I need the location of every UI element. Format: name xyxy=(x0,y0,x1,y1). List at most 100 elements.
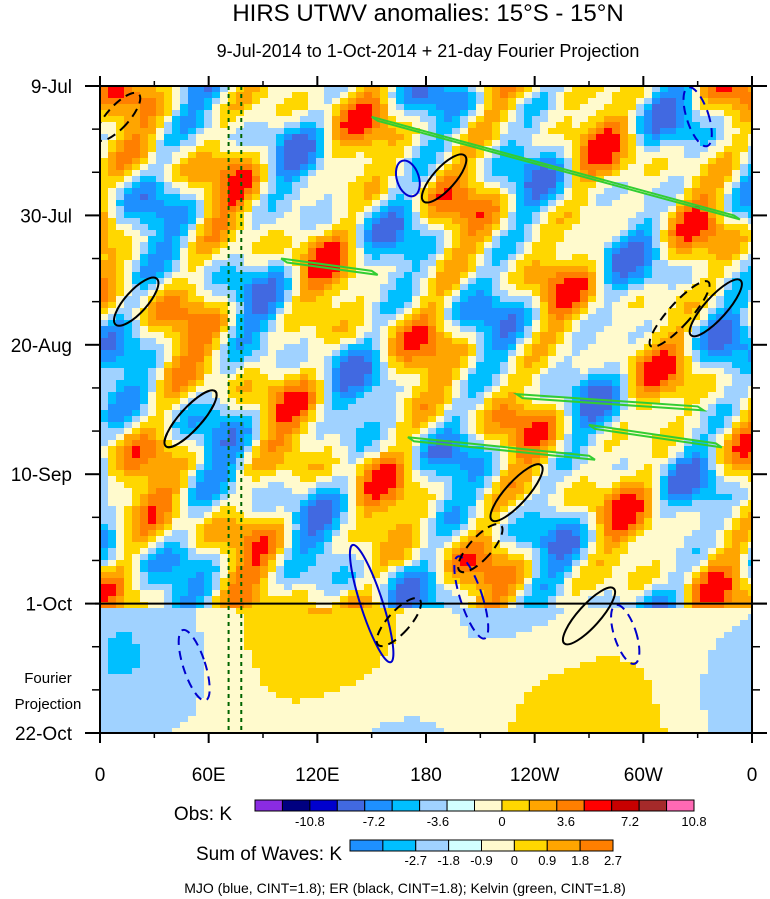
field-cell xyxy=(460,536,468,542)
field-cell xyxy=(228,530,236,536)
field-cell xyxy=(556,230,564,236)
field-cell xyxy=(636,128,644,134)
field-cell xyxy=(532,512,540,518)
field-cell xyxy=(724,356,732,362)
field-cell xyxy=(356,200,364,206)
field-cell xyxy=(476,344,484,350)
field-cell xyxy=(316,272,324,278)
field-cell xyxy=(428,362,436,368)
field-cell xyxy=(140,200,148,206)
field-cell xyxy=(228,512,236,518)
field-cell xyxy=(476,518,484,524)
field-cell xyxy=(668,98,676,104)
field-cell xyxy=(252,152,260,158)
field-cell xyxy=(292,104,300,110)
field-cell xyxy=(172,422,180,428)
field-cell xyxy=(396,362,404,368)
field-cell xyxy=(572,308,580,314)
field-cell xyxy=(252,134,260,140)
field-cell xyxy=(140,350,148,356)
field-cell xyxy=(212,458,220,464)
field-cell xyxy=(180,320,188,326)
field-cell xyxy=(356,380,364,386)
field-cell xyxy=(580,410,588,416)
field-cell xyxy=(420,266,428,272)
field-cell xyxy=(676,296,684,302)
field-cell xyxy=(612,434,620,440)
field-cell xyxy=(724,416,732,422)
field-cell xyxy=(276,188,284,194)
field-cell xyxy=(204,254,212,260)
field-cell xyxy=(428,134,436,140)
field-cell xyxy=(260,164,268,170)
field-cell xyxy=(644,344,652,350)
field-cell xyxy=(452,518,460,524)
field-cell xyxy=(100,218,108,224)
field-cell xyxy=(540,98,548,104)
field-cell xyxy=(404,416,412,422)
field-cell xyxy=(468,326,476,332)
field-cell xyxy=(516,398,524,404)
field-cell xyxy=(564,404,572,410)
field-cell xyxy=(452,236,460,242)
field-cell xyxy=(548,482,556,488)
field-cell xyxy=(316,434,324,440)
field-cell xyxy=(508,416,516,422)
field-cell xyxy=(380,200,388,206)
field-cell xyxy=(580,200,588,206)
field-cell xyxy=(540,146,548,152)
field-cell xyxy=(652,92,660,98)
field-cell xyxy=(428,536,436,542)
field-cell xyxy=(532,266,540,272)
field-cell xyxy=(420,296,428,302)
field-cell xyxy=(732,350,740,356)
field-cell xyxy=(276,158,284,164)
field-cell xyxy=(564,302,572,308)
field-cell xyxy=(196,350,204,356)
field-cell xyxy=(492,362,500,368)
field-cell xyxy=(172,542,180,548)
field-cell xyxy=(524,410,532,416)
field-cell xyxy=(172,314,180,320)
field-cell xyxy=(500,368,508,374)
field-cell xyxy=(580,320,588,326)
field-cell xyxy=(604,260,612,266)
field-cell xyxy=(476,140,484,146)
field-cell xyxy=(708,344,716,350)
field-cell xyxy=(164,272,172,278)
field-cell xyxy=(148,272,156,278)
field-cell xyxy=(452,194,460,200)
field-cell xyxy=(404,494,412,500)
field-cell xyxy=(404,398,412,404)
field-cell xyxy=(748,212,752,218)
field-cell xyxy=(380,248,388,254)
field-cell xyxy=(740,290,748,296)
field-cell xyxy=(396,356,404,362)
field-cell xyxy=(444,392,452,398)
field-cell xyxy=(700,542,708,548)
field-cell xyxy=(228,434,236,440)
field-cell xyxy=(220,434,228,440)
field-cell xyxy=(356,356,364,362)
field-cell xyxy=(604,296,612,302)
field-cell xyxy=(212,260,220,266)
field-cell xyxy=(452,314,460,320)
field-cell xyxy=(260,236,268,242)
field-cell xyxy=(740,110,748,116)
field-cell xyxy=(644,398,652,404)
field-cell xyxy=(604,164,612,170)
field-cell xyxy=(460,458,468,464)
field-cell xyxy=(188,134,196,140)
field-cell xyxy=(436,530,444,536)
field-cell xyxy=(620,506,628,512)
field-cell xyxy=(300,92,308,98)
field-cell xyxy=(500,242,508,248)
field-cell xyxy=(612,464,620,470)
field-cell xyxy=(596,194,604,200)
field-cell xyxy=(268,290,276,296)
field-cell xyxy=(444,488,452,494)
field-cell xyxy=(484,254,492,260)
field-cell xyxy=(300,206,308,212)
field-cell xyxy=(228,194,236,200)
field-cell xyxy=(324,230,332,236)
